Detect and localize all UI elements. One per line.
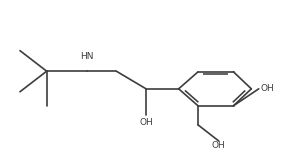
Text: HN: HN: [80, 52, 94, 61]
Text: OH: OH: [212, 141, 226, 150]
Text: OH: OH: [260, 84, 274, 93]
Text: OH: OH: [139, 118, 153, 127]
